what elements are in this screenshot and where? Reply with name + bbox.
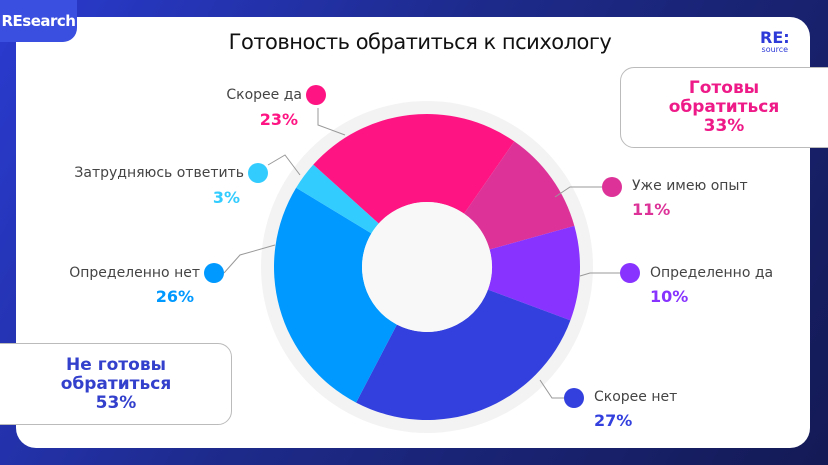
donut-slice — [464, 141, 575, 250]
slice-label: Скорее да — [226, 87, 302, 103]
legend-dot — [306, 85, 326, 105]
legend-dot — [564, 388, 584, 408]
slice-label: Определенно да — [650, 265, 774, 281]
resource-logo: RE: source — [760, 28, 790, 54]
leader-line — [317, 108, 346, 136]
slice-percent: 26% — [155, 287, 194, 306]
leader-line — [223, 244, 276, 274]
donut-slice — [273, 187, 397, 403]
leader-line — [579, 272, 620, 277]
donut-slice — [356, 289, 571, 420]
not-ready-summary-box: Не готовы обратиться 53% — [0, 343, 232, 425]
donut-slice — [296, 164, 379, 234]
slice-percent: 27% — [594, 411, 633, 430]
slice-percent: 11% — [632, 200, 671, 219]
slice-label: Затрудняюсь ответить — [74, 165, 244, 181]
slice-percent: 23% — [259, 110, 298, 129]
slice-label: Уже имею опыт — [632, 178, 748, 194]
leader-line — [539, 379, 564, 399]
chart-title: Готовность обратиться к психологу — [228, 30, 612, 54]
legend-dot — [620, 263, 640, 283]
donut-slice — [487, 225, 581, 321]
brand-tag: REsearch — [0, 0, 77, 42]
legend-dot — [602, 177, 622, 197]
slice-percent: 10% — [650, 287, 689, 306]
leader-line — [267, 154, 301, 176]
legend-dot — [204, 263, 224, 283]
slice-label: Скорее нет — [594, 389, 678, 405]
slice-label: Определенно нет — [69, 265, 200, 281]
donut-hole — [362, 202, 492, 332]
slice-percent: 3% — [212, 188, 240, 207]
ready-summary-box: Готовы обратиться 33% — [620, 67, 828, 148]
donut-slice — [313, 113, 515, 224]
legend-dot — [248, 163, 268, 183]
leader-line — [554, 186, 602, 198]
